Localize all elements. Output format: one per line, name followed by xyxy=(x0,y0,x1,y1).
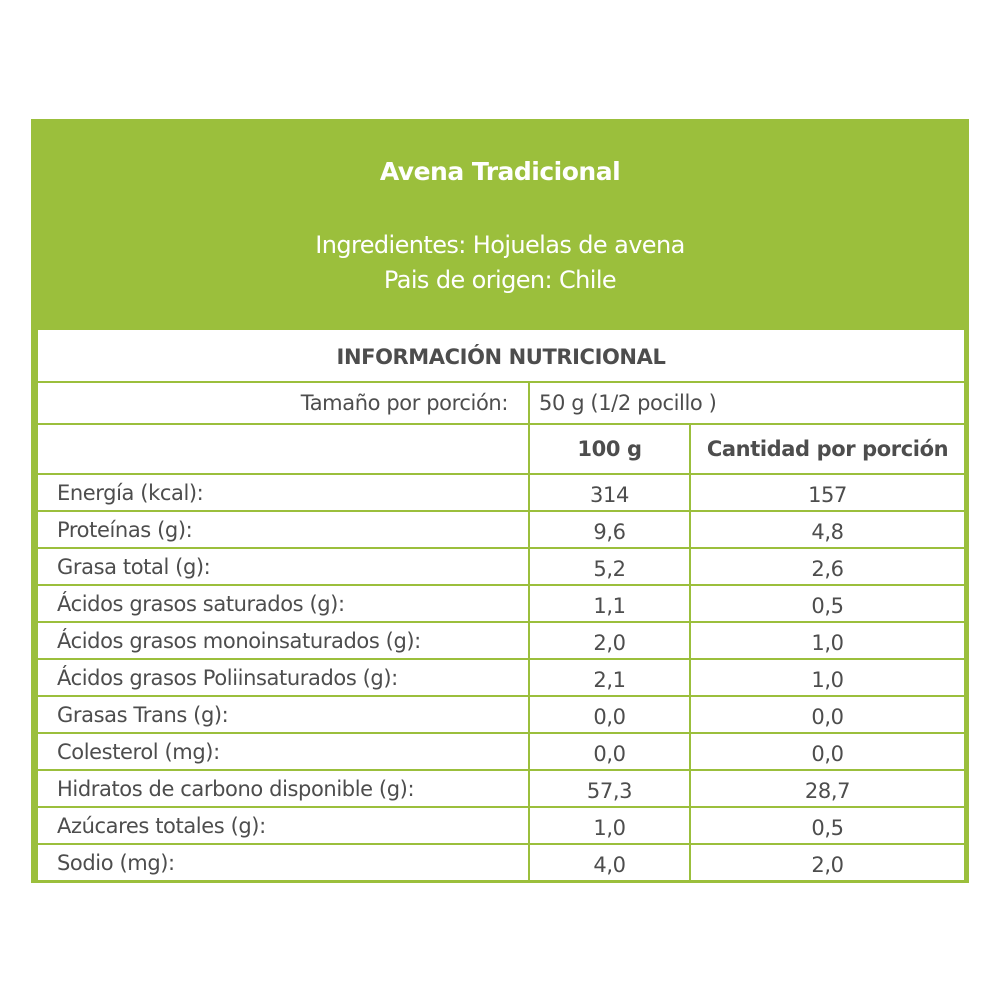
value-per-100g: 9,6 xyxy=(528,510,691,549)
table-row: Azúcares totales (g): 1,0 0,5 xyxy=(36,806,967,845)
value-per-portion: 0,0 xyxy=(688,732,967,771)
table-row: Grasas Trans (g): 0,0 0,0 xyxy=(36,695,967,734)
value-per-portion: 1,0 xyxy=(688,621,967,660)
nutrition-card: Avena Tradicional Ingredientes: Hojuelas… xyxy=(31,119,969,883)
nutrient-name: Proteínas (g): xyxy=(36,510,530,549)
value-per-portion: 0,5 xyxy=(688,806,967,845)
nutrient-name: Colesterol (mg): xyxy=(36,732,530,771)
value-per-portion: 4,8 xyxy=(688,510,967,549)
value-per-portion: 0,0 xyxy=(688,695,967,734)
nutrient-rows: Energía (kcal): 314 157 Proteínas (g): 9,6 4,… xyxy=(36,473,967,882)
value-per-portion: 28,7 xyxy=(688,769,967,808)
nutrient-name: Grasa total (g): xyxy=(36,547,530,586)
column-header-100g: 100 g xyxy=(528,423,691,475)
nutrient-name: Ácidos grasos monoinsaturados (g): xyxy=(36,621,530,660)
value-per-100g: 4,0 xyxy=(528,843,691,882)
table-heading: INFORMACIÓN NUTRICIONAL xyxy=(35,328,967,383)
ingredients-text: Ingredientes: Hojuelas de avena xyxy=(315,231,685,259)
product-title: Avena Tradicional xyxy=(379,157,621,186)
value-per-portion: 2,6 xyxy=(688,547,967,586)
nutrient-name: Grasas Trans (g): xyxy=(36,695,530,734)
table-row: Ácidos grasos Poliinsaturados (g): 2,1 1,0 xyxy=(36,658,967,697)
table-row: Sodio (mg): 4,0 2,0 xyxy=(36,843,967,882)
table-row: Ácidos grasos saturados (g): 1,1 0,5 xyxy=(36,584,967,623)
nutrient-name: Sodio (mg): xyxy=(36,843,530,882)
value-per-100g: 57,3 xyxy=(528,769,691,808)
value-per-100g: 5,2 xyxy=(528,547,691,586)
value-per-portion: 157 xyxy=(688,473,967,512)
table-row: Energía (kcal): 314 157 xyxy=(36,473,967,512)
value-per-portion: 2,0 xyxy=(688,843,967,882)
value-per-100g: 1,0 xyxy=(528,806,691,845)
value-per-100g: 0,0 xyxy=(528,732,691,771)
nutrient-name: Ácidos grasos Poliinsaturados (g): xyxy=(36,658,530,697)
portion-label: Tamaño por porción: xyxy=(36,381,530,425)
value-per-100g: 2,0 xyxy=(528,621,691,660)
column-header-blank xyxy=(36,423,530,475)
portion-value: 50 g (1/2 pocillo ) xyxy=(527,381,967,425)
nutrition-table: INFORMACIÓN NUTRICIONAL Tamaño por porci… xyxy=(35,328,967,882)
value-per-100g: 1,1 xyxy=(528,584,691,623)
table-heading-row: INFORMACIÓN NUTRICIONAL xyxy=(35,328,967,383)
value-per-portion: 0,5 xyxy=(688,584,967,623)
value-per-100g: 2,1 xyxy=(528,658,691,697)
product-header: Avena Tradicional Ingredientes: Hojuelas… xyxy=(31,119,969,327)
value-per-portion: 1,0 xyxy=(688,658,967,697)
table-row: Ácidos grasos monoinsaturados (g): 2,0 1,0 xyxy=(36,621,967,660)
nutrient-name: Azúcares totales (g): xyxy=(36,806,530,845)
origin-text: Pais de origen: Chile xyxy=(383,266,617,294)
value-per-100g: 314 xyxy=(528,473,691,512)
nutrient-name: Energía (kcal): xyxy=(36,473,530,512)
portion-row: Tamaño por porción: 50 g (1/2 pocillo ) xyxy=(36,381,967,425)
table-row: Hidratos de carbono disponible (g): 57,3 2… xyxy=(36,769,967,808)
table-row: Proteínas (g): 9,6 4,8 xyxy=(36,510,967,549)
column-header-row: 100 g Cantidad por porción xyxy=(36,423,967,475)
value-per-100g: 0,0 xyxy=(528,695,691,734)
nutrient-name: Hidratos de carbono disponible (g): xyxy=(36,769,530,808)
table-row: Colesterol (mg): 0,0 0,0 xyxy=(36,732,967,771)
nutrient-name: Ácidos grasos saturados (g): xyxy=(36,584,530,623)
table-row: Grasa total (g): 5,2 2,6 xyxy=(36,547,967,586)
column-header-portion: Cantidad por porción xyxy=(688,423,967,475)
